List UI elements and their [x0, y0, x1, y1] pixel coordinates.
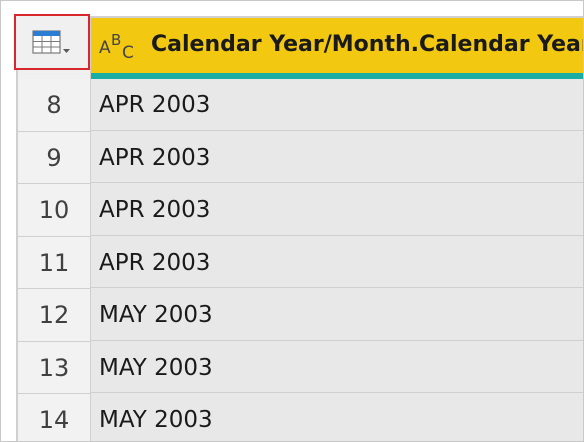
row-number: 10 [18, 184, 91, 237]
table-cell[interactable]: APR 2003 [91, 236, 583, 288]
text-type-abc-icon[interactable]: A B C [97, 31, 139, 61]
grid-body: 8 APR 2003 9 APR 2003 10 APR 2003 11 APR… [18, 79, 583, 441]
table-cell[interactable]: APR 2003 [91, 184, 583, 236]
row-number: 14 [18, 394, 91, 441]
row-number: 13 [18, 341, 91, 394]
svg-text:A: A [99, 38, 111, 58]
column-header-calendar-year[interactable]: A B C Calendar Year/Month.Calendar Year [91, 18, 584, 79]
table-cell[interactable]: APR 2003 [91, 79, 583, 131]
data-grid: A B C Calendar Year/Month.Calendar Year … [14, 14, 584, 441]
table-row: 13 MAY 2003 [18, 341, 583, 394]
svg-text:B: B [111, 31, 121, 49]
row-number: 12 [18, 289, 91, 342]
table-menu-button[interactable] [14, 14, 90, 70]
table-cell[interactable]: MAY 2003 [91, 289, 583, 341]
row-number: 11 [18, 236, 91, 289]
grid-header-row: A B C Calendar Year/Month.Calendar Year [14, 14, 584, 79]
table-menu-icon [32, 30, 70, 54]
column-title: Calendar Year/Month.Calendar Year [151, 32, 584, 57]
table-cell[interactable]: APR 2003 [91, 131, 583, 183]
row-number: 9 [18, 131, 91, 184]
table-row: 9 APR 2003 [18, 131, 583, 184]
table-row: 14 MAY 2003 [18, 394, 583, 441]
table-cell[interactable]: MAY 2003 [91, 394, 583, 441]
table-row: 8 APR 2003 [18, 79, 583, 132]
svg-text:C: C [122, 43, 134, 61]
table-row: 12 MAY 2003 [18, 289, 583, 342]
row-number: 8 [18, 79, 91, 132]
table-cell[interactable]: MAY 2003 [91, 341, 583, 393]
table-row: 11 APR 2003 [18, 236, 583, 289]
table-row: 10 APR 2003 [18, 184, 583, 237]
